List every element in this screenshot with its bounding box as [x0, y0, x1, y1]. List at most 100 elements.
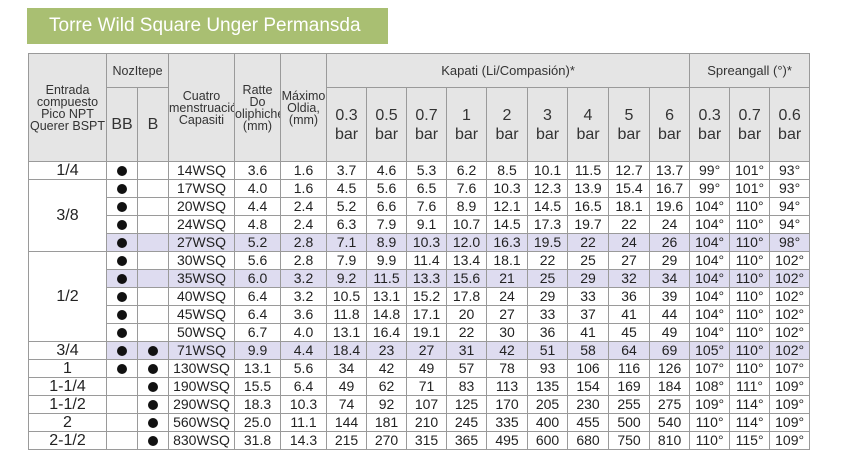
availability-dot-icon [117, 292, 127, 303]
table-row: 1/4 14WSQ 3.6 1.6 3.7 4.6 5.3 6.2 8.5 10.1 11.5 12.… [28, 161, 811, 180]
model-code-cell: 560WSQ [168, 413, 235, 432]
spray-angle-cell: 110° [729, 251, 771, 270]
nozzle-bb-cell [106, 377, 138, 396]
capacity-pressure-header-6: 4 bar [567, 87, 609, 162]
capacity-cell: 34 [326, 359, 367, 378]
capacity-cell: 455 [567, 413, 609, 432]
capacity-cell: 8.5 [486, 161, 528, 180]
capacity-cell: 15.6 [446, 269, 487, 288]
capacity-pressure-header-3: 1 bar [446, 87, 487, 162]
max-free-passage-cell: 4.4 [280, 341, 327, 360]
capacity-cell: 154 [567, 377, 609, 396]
nozzle-b-cell [137, 305, 169, 324]
spray-angle-cell: 111° [729, 377, 771, 396]
availability-dot-icon [117, 364, 127, 375]
capacity-cell: 29 [527, 287, 568, 306]
capacity-cell: 34 [648, 269, 691, 288]
spray-angle-cell: 110° [729, 287, 771, 306]
capacity-cell: 69 [648, 341, 691, 360]
spray-angle-cell: 110° [729, 215, 771, 234]
capacity-cell: 8.9 [446, 197, 487, 216]
spray-angle-cell: 110° [729, 269, 771, 288]
capacity-cell: 83 [446, 377, 487, 396]
max-free-passage-header: Máximo Oldia, (mm) [280, 53, 327, 162]
model-code-cell: 20WSQ [168, 197, 235, 216]
orifice-cell: 4.4 [234, 197, 281, 216]
capacity-cell: 810 [648, 431, 691, 450]
table-row: 2-1/2 830WSQ 31.8 14.3 215 270 315 365 495 600 680… [28, 431, 811, 450]
capacity-code-header: Cuatro menstruación Capasiti [168, 53, 235, 162]
capacity-cell: 12.7 [608, 161, 650, 180]
capacity-cell: 51 [527, 341, 568, 360]
empty-marker [148, 165, 158, 175]
nozzle-type-header: NozItepe [106, 53, 169, 88]
availability-dot-icon [117, 274, 127, 285]
spray-pressure-header-1: 0.7 bar [729, 87, 771, 162]
table-row: 50WSQ 6.7 4.0 13.1 16.4 19.1 22 30 36 41 45 49 104° 1… [29, 323, 811, 342]
model-code-cell: 71WSQ [168, 341, 235, 360]
capacity-cell: 12.3 [527, 179, 568, 198]
capacity-cell: 680 [567, 431, 609, 450]
capacity-cell: 6.3 [326, 215, 367, 234]
capacity-cell: 25 [567, 251, 609, 270]
inlet-size-cell: 1-1/4 [28, 377, 107, 396]
capacity-cell: 23 [366, 341, 407, 360]
empty-marker [148, 255, 158, 265]
inlet-size-cell: 3/4 [28, 341, 107, 360]
spray-angle-cell: 102° [769, 251, 811, 270]
table-row: 20WSQ 4.4 2.4 5.2 6.6 7.6 8.9 12.1 14.5 16.5 18.1 1… [29, 197, 811, 216]
capacity-cell: 7.1 [326, 233, 367, 252]
capacity-cell: 49 [648, 323, 691, 342]
capacity-cell: 18.4 [326, 341, 367, 360]
spray-angle-cell: 114° [729, 413, 771, 432]
spray-pressure-header-0: 0.3 bar [689, 87, 731, 162]
orifice-cell: 25.0 [234, 413, 281, 432]
spray-angle-cell: 101° [729, 161, 771, 180]
capacity-cell: 32 [608, 269, 650, 288]
capacity-cell: 7.6 [446, 179, 487, 198]
capacity-cell: 19.5 [527, 233, 568, 252]
capacity-cell: 107 [406, 395, 447, 414]
max-free-passage-cell: 5.6 [280, 359, 327, 378]
nozzle-b-header: B [137, 87, 169, 162]
capacity-cell: 16.5 [567, 197, 609, 216]
capacity-cell: 27 [406, 341, 447, 360]
capacity-cell: 49 [326, 377, 367, 396]
max-free-passage-cell: 2.8 [280, 233, 327, 252]
nozzle-b-cell [137, 197, 169, 216]
nozzle-b-cell [137, 431, 169, 450]
spray-angle-cell: 93° [769, 179, 811, 198]
capacity-cell: 12.0 [446, 233, 487, 252]
capacity-cell: 74 [326, 395, 367, 414]
capacity-cell: 13.9 [567, 179, 609, 198]
inlet-size-cell: 1/4 [28, 161, 107, 180]
capacity-group-header: Kapati (Li/Compasión)* [325, 53, 691, 88]
capacity-cell: 22 [446, 323, 487, 342]
capacity-cell: 11.5 [366, 269, 407, 288]
availability-dot-icon [117, 220, 127, 231]
capacity-cell: 21 [486, 269, 528, 288]
capacity-cell: 18.1 [486, 251, 528, 270]
spray-angle-cell: 109° [769, 413, 811, 432]
capacity-cell: 14.5 [527, 197, 568, 216]
nozzle-b-cell [137, 179, 169, 198]
orifice-cell: 6.4 [234, 287, 281, 306]
table-title: Torre Wild Square Unger Permansda [27, 8, 388, 44]
orifice-cell: 13.1 [234, 359, 281, 378]
spray-angle-cell: 104° [689, 197, 731, 216]
table-row: 1/2 30WSQ 5.6 2.8 7.9 9.9 11.4 13.4 18.1 22 25 27 29… [28, 251, 811, 342]
capacity-cell: 24 [486, 287, 528, 306]
orifice-diameter-header: Ratte Do oliphichedia, (mm) [234, 53, 281, 162]
capacity-cell: 215 [326, 431, 367, 450]
spray-angle-cell: 104° [689, 215, 731, 234]
capacity-cell: 11.5 [567, 161, 609, 180]
capacity-cell: 600 [527, 431, 568, 450]
nozzle-bb-cell [106, 305, 138, 324]
capacity-cell: 31 [446, 341, 487, 360]
capacity-pressure-header-0: 0.3 bar [326, 87, 367, 162]
capacity-cell: 36 [527, 323, 568, 342]
nozzle-bb-cell [106, 179, 138, 198]
spray-angle-cell: 102° [769, 287, 811, 306]
capacity-cell: 42 [486, 341, 528, 360]
nozzle-bb-cell [106, 395, 138, 414]
